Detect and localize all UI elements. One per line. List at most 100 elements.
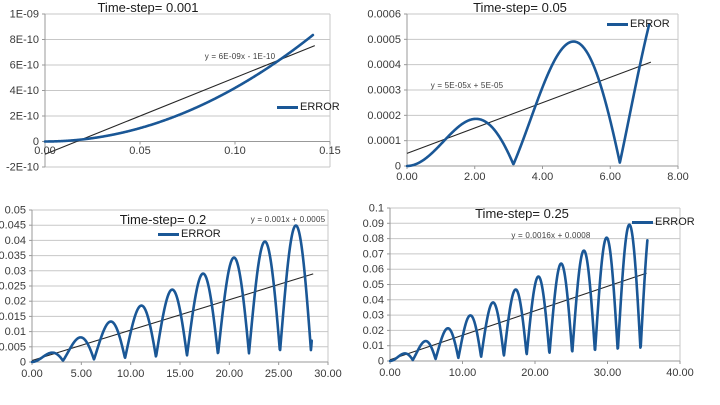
legend-line-marker xyxy=(632,220,653,224)
trendline xyxy=(44,45,316,155)
trendline xyxy=(31,273,314,362)
axis-labels: 0.05 0.045 0.04 0.035 0.03 0.025 0.02 0.015 0.01… xyxy=(0,205,342,381)
trendline-equation: y = 0.0016x + 0.0008 xyxy=(511,231,591,240)
chart-panel-timestep-0.2[interactable]: 0.05 0.045 0.04 0.035 0.03 0.025 0.02 0.015 0.01… xyxy=(0,202,360,405)
error-series-line xyxy=(30,224,314,364)
x-tick-label: 2.00 xyxy=(464,171,485,183)
plot-area: 1E-09 8E-10 6E-10 4E-10 2E-10 0 -2E-10 0.00 0.05… xyxy=(6,9,341,174)
chart-title: Time-step= 0.25 xyxy=(475,206,569,221)
trendline xyxy=(389,272,647,361)
y-tick-label: 0.0005 xyxy=(367,34,401,46)
y-tick-label: 1E-09 xyxy=(10,9,39,21)
error-series-line xyxy=(405,23,651,168)
axis-labels: 0.1 0.09 0.08 0.07 0.06 0.05 0.04 0.03 0.02 0.01 0… xyxy=(363,203,694,380)
chart-panel-timestep-0.25[interactable]: 0.1 0.09 0.08 0.07 0.06 0.05 0.04 0.03 0.02 0.01 0… xyxy=(360,202,720,405)
error-series-line xyxy=(388,223,649,363)
y-tick-label: -2E-10 xyxy=(6,162,39,174)
y-tick-label: 0.025 xyxy=(0,281,26,293)
x-tick-label: 5.00 xyxy=(71,368,92,380)
x-tick-label: 0.00 xyxy=(34,145,55,157)
y-gridlines xyxy=(45,13,330,168)
y-tick-label: 0.02 xyxy=(5,296,26,308)
y-tick-label: 0.02 xyxy=(363,325,384,337)
y-tick-label: 0.07 xyxy=(363,248,384,260)
y-tick-label: 2E-10 xyxy=(10,111,39,123)
y-tick-label: 0 xyxy=(20,357,26,369)
x-tick-label: 0.00 xyxy=(396,171,417,183)
x-tick-label: 0.10 xyxy=(224,145,245,157)
y-tick-label: 0.0001 xyxy=(367,135,401,147)
y-tick-label: 0.01 xyxy=(5,326,26,338)
x-tick-label: 0.00 xyxy=(21,368,42,380)
legend-line-marker xyxy=(607,22,628,26)
y-tick-label: 0.04 xyxy=(363,294,384,306)
chart-title: Time-step= 0.05 xyxy=(473,0,567,15)
y-tick-label: 0 xyxy=(378,356,384,368)
chart-legend: ERROR xyxy=(277,101,340,113)
x-tick-label: 10.00 xyxy=(117,368,145,380)
y-tick-label: 0.035 xyxy=(0,250,26,262)
chart-panel-timestep-0.05[interactable]: 0.0006 0.0005 0.0004 0.0003 0.0002 0.0001 0 0.0… xyxy=(360,0,720,200)
axis-labels: 1E-09 8E-10 6E-10 4E-10 2E-10 0 -2E-10 0.00 0.05… xyxy=(6,9,341,174)
y-tick-label: 0.0003 xyxy=(367,85,401,97)
x-tick-label: 20.00 xyxy=(521,367,549,379)
legend-line-marker xyxy=(277,105,298,109)
legend-label: ERROR xyxy=(300,101,340,113)
x-tick-label: 40.00 xyxy=(666,367,694,379)
x-tick-label: 30.00 xyxy=(594,367,622,379)
y-tick-label: 0.05 xyxy=(363,279,384,291)
y-tick-label: 0.1 xyxy=(369,203,384,215)
y-tick-label: 0.06 xyxy=(363,264,384,276)
chart-title: Time-step= 0.001 xyxy=(97,0,199,15)
y-tick-label: 0.0006 xyxy=(367,9,401,21)
chart-panel-timestep-0.001[interactable]: 1E-09 8E-10 6E-10 4E-10 2E-10 0 -2E-10 0.00 0.05… xyxy=(0,0,360,200)
x-tick-label: 30.00 xyxy=(314,368,342,380)
x-tick-label: 10.00 xyxy=(449,367,477,379)
legend-label: ERROR xyxy=(655,216,695,228)
axis-ticks xyxy=(404,13,679,169)
y-tick-label: 4E-10 xyxy=(10,85,39,97)
y-tick-label: 0.0004 xyxy=(367,59,401,71)
y-tick-label: 0 xyxy=(395,161,401,173)
trendline-equation: y = 0.001x + 0.0005 xyxy=(250,215,326,224)
chart-legend: ERROR xyxy=(158,228,221,240)
y-tick-label: 0.0002 xyxy=(367,110,401,122)
y-tick-label: 0.05 xyxy=(5,205,26,217)
y-tick-label: 8E-10 xyxy=(10,34,39,46)
legend-label: ERROR xyxy=(181,228,221,240)
x-tick-label: 4.00 xyxy=(532,171,553,183)
axis-labels: 0.0006 0.0005 0.0004 0.0003 0.0002 0.0001 00.0… xyxy=(367,9,688,184)
plot-area: 0.1 0.09 0.08 0.07 0.06 0.05 0.04 0.03 0.02 0.01 0… xyxy=(363,203,694,380)
y-tick-label: 0.015 xyxy=(0,311,26,323)
x-tick-label: 15.00 xyxy=(166,368,194,380)
chart-title: Time-step= 0.2 xyxy=(119,212,207,227)
axis-ticks xyxy=(29,209,329,365)
x-tick-label: 25.00 xyxy=(265,368,293,380)
y-tick-label: 0.01 xyxy=(363,340,384,352)
y-tick-label: 0.005 xyxy=(0,341,26,353)
y-tick-label: 6E-10 xyxy=(10,60,39,72)
axis-ticks xyxy=(387,207,681,364)
y-tick-label: 0.04 xyxy=(5,235,26,247)
chart-legend: ERROR xyxy=(607,18,670,30)
y-tick-label: 0.03 xyxy=(5,265,26,277)
y-tick-label: 0.03 xyxy=(363,310,384,322)
y-tick-label: 0.09 xyxy=(363,218,384,230)
trendline-equation: y = 5E-05x + 5E-05 xyxy=(430,81,504,90)
legend-label: ERROR xyxy=(630,18,670,30)
x-tick-label: 0.00 xyxy=(379,367,400,379)
x-tick-label: 6.00 xyxy=(600,171,621,183)
y-tick-label: 0.045 xyxy=(0,220,26,232)
error-series-line xyxy=(43,33,315,143)
chart-legend: ERROR xyxy=(632,216,695,228)
x-tick-label: 8.00 xyxy=(667,171,688,183)
x-tick-label: 20.00 xyxy=(216,368,244,380)
plot-area: 0.05 0.045 0.04 0.035 0.03 0.025 0.02 0.015 0.01… xyxy=(0,205,342,381)
y-tick-label: 0.08 xyxy=(363,233,384,245)
plot-area: 0.0006 0.0005 0.0004 0.0003 0.0002 0.0001 00.0… xyxy=(367,9,688,184)
y-tick-label: 0 xyxy=(33,136,39,148)
y-gridlines xyxy=(390,207,680,362)
legend-line-marker xyxy=(158,232,179,236)
x-tick-label: 0.15 xyxy=(319,145,340,157)
